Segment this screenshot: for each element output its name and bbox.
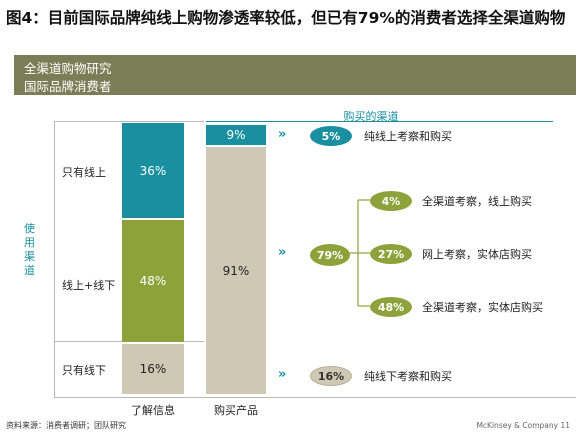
- flow-text-online-only: 纯线上考察和购买: [364, 130, 452, 143]
- row-divider-top: [54, 121, 204, 122]
- flow-text-offline-only: 纯线下考察和购买: [364, 370, 452, 383]
- info-bar-omni: 48%: [122, 220, 184, 342]
- y-axis-label: 使用渠道: [24, 222, 35, 277]
- source-note: 资料来源：消费者调研；团队研究: [6, 421, 126, 430]
- chevron-right-icon: »: [278, 127, 287, 142]
- flow-pill-offline-only: 16%: [310, 366, 352, 386]
- page-title: 图4：目前国际品牌纯线上购物渗透率较低，但已有79%的消费者选择全渠道购物: [6, 9, 566, 27]
- footer-credit: McKinsey & Company 11: [476, 421, 570, 430]
- flow-pill-omni-online-buy: 4%: [370, 191, 412, 211]
- flow-text-omni-store-buy: 全渠道考察，实体店购买: [422, 301, 543, 314]
- baseline: [54, 397, 576, 398]
- purchase-bar-offline-value: 91%: [222, 263, 250, 278]
- row-label-omni: 线上+线下: [62, 279, 116, 292]
- chevron-right-icon: »: [278, 245, 287, 260]
- header-rule: [206, 121, 553, 122]
- banner-title: 全渠道购物研究: [24, 61, 112, 76]
- purchase-bar-online-value: 9%: [226, 128, 246, 142]
- purchase-bar-offline: 91%: [206, 147, 266, 394]
- flow-pill-omni-store-buy: 48%: [370, 297, 412, 317]
- info-bar-offline-only-value: 16%: [139, 362, 167, 376]
- flow-text-web-research-store-buy: 网上考察，实体店购买: [422, 248, 532, 261]
- banner-subtitle: 国际品牌消费者: [24, 79, 112, 94]
- row-label-offline-only: 只有线下: [62, 364, 106, 377]
- info-bar-online-only: 36%: [122, 123, 184, 218]
- chevron-right-icon: »: [278, 367, 287, 382]
- flow-pill-online-only: 5%: [310, 126, 352, 146]
- purchase-channel-header: 购买的渠道: [343, 110, 399, 123]
- left-axis-line: [54, 121, 55, 397]
- info-bar-offline-only: 16%: [122, 344, 184, 394]
- flow-pill-omni: 79%: [310, 244, 350, 266]
- flow-text-omni-online-buy: 全渠道考察，线上购买: [422, 195, 532, 208]
- info-bar-omni-value: 48%: [139, 274, 167, 288]
- purchase-bar-online: 9%: [206, 125, 266, 145]
- row-label-online-only: 只有线上: [62, 166, 106, 179]
- purchase-bar-axis-label: 购买产品: [214, 404, 258, 417]
- flow-pill-web-research-store-buy: 27%: [370, 244, 412, 264]
- section-banner: 全渠道购物研究 国际品牌消费者: [14, 55, 576, 95]
- info-bar-online-only-value: 36%: [139, 163, 167, 178]
- info-bar-axis-label: 了解信息: [131, 404, 175, 417]
